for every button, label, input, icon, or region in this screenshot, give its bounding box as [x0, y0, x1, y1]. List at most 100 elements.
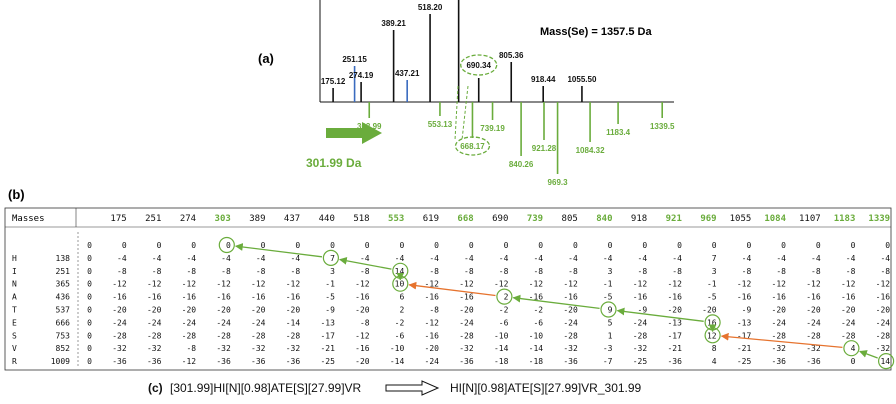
- matrix-cell: 0: [608, 241, 613, 250]
- matrix-cell: -8: [360, 267, 370, 276]
- matrix-cell: 0: [851, 241, 856, 250]
- matrix-cell: -12: [355, 331, 370, 340]
- cell-group: 0 0 0 0 0 0 0 0 0 0 0 0 0 0 0 0 0 0 0 0 0 0 0 0 0 -4 -4 -4 -4 -4 -4 7 -4…: [87, 241, 890, 366]
- matrix-cell: -4: [186, 254, 196, 263]
- matrix-cell: -32: [633, 344, 648, 353]
- matrix-cell: -1: [707, 280, 717, 289]
- row-amino-acid: H: [12, 254, 17, 263]
- matrix-cell: 0: [504, 241, 509, 250]
- mass-header-cell: 251: [145, 214, 161, 224]
- matrix-cell: -1: [603, 280, 613, 289]
- matrix-cell: -36: [772, 357, 787, 366]
- top-peak-label: 690.34: [466, 61, 491, 70]
- green-path-segment: [338, 256, 392, 270]
- matrix-cell: -12: [425, 318, 440, 327]
- dashed-peak-circle: [460, 54, 498, 76]
- bottom-peak-label: 921.28: [532, 144, 557, 153]
- matrix-cell: -28: [633, 331, 648, 340]
- green-path-segment: [234, 243, 323, 258]
- output-sequence: HI[N][0.98]ATE[S][27.99]VR_301.99: [450, 381, 642, 395]
- matrix-cell: -20: [147, 306, 162, 315]
- matrix-cell: -12: [806, 280, 821, 289]
- matrix-cell: -20: [216, 306, 231, 315]
- row-label-group: H 138 I 251 N 365 A 436 T 537 E 666 S 753 V 852 R 1009: [12, 254, 70, 366]
- matrix-cell: -10: [494, 331, 509, 340]
- matrix-cell: -16: [286, 293, 301, 302]
- matrix-cell: -16: [737, 293, 752, 302]
- masses-header: Masses: [12, 214, 45, 224]
- matrix-cell: -16: [425, 331, 440, 340]
- matrix-cell: -8: [568, 267, 578, 276]
- matrix-cell: -28: [841, 331, 856, 340]
- matrix-cell: 14: [880, 357, 890, 366]
- matrix-cell: -20: [459, 306, 474, 315]
- matrix-cell: -4: [360, 254, 370, 263]
- matrix-cell: -32: [459, 344, 474, 353]
- matrix-cell: -25: [737, 357, 752, 366]
- shift-arrow: [326, 122, 382, 144]
- matrix-cell: -5: [707, 293, 717, 302]
- panel-c-label: (c): [148, 381, 163, 395]
- bottom-peak-label: 553.13: [428, 120, 453, 129]
- orange-path-segment: [720, 332, 843, 349]
- path-cell-circle: [392, 262, 409, 279]
- matrix-cell: -12: [355, 280, 370, 289]
- row-amino-acid: I: [12, 267, 17, 276]
- mass-header-cell: 619: [423, 214, 439, 224]
- matrix-cell: 0: [87, 331, 92, 340]
- matrix-cell: -24: [806, 318, 821, 327]
- mass-header-cell: 668: [457, 214, 473, 224]
- dashed-connector-2: [461, 85, 469, 141]
- matrix-cell: -12: [633, 280, 648, 289]
- matrix-cell: 0: [330, 241, 335, 250]
- matrix-cell: 0: [712, 241, 717, 250]
- green-path-segment: [512, 294, 600, 310]
- matrix-cell: 9: [608, 306, 613, 315]
- top-peak-label: 175.12: [321, 77, 346, 86]
- matrix-frame: [4, 207, 892, 371]
- matrix-cell: -21: [667, 344, 682, 353]
- bottom-peak-label: 1183.4: [606, 128, 631, 137]
- matrix-cell: 12: [707, 331, 717, 340]
- matrix-cell: -12: [667, 280, 682, 289]
- matrix-cell: -24: [563, 318, 578, 327]
- shift-label: 301.99 Da: [306, 156, 362, 170]
- path-cell-circle: [496, 288, 513, 305]
- matrix-cell: 8: [712, 344, 717, 353]
- bottom-peak-label: 1084.32: [576, 146, 605, 155]
- matrix-cell: -24: [147, 318, 162, 327]
- matrix-cell: -16: [841, 293, 856, 302]
- matrix-cell: -8: [186, 344, 196, 353]
- matrix-cell: -14: [494, 344, 509, 353]
- matrix-cell: -20: [772, 306, 787, 315]
- matrix-cell: -24: [772, 318, 787, 327]
- matrix-cell: -14: [390, 357, 405, 366]
- matrix-cell: -12: [772, 280, 787, 289]
- path-cell-circle: [322, 249, 339, 266]
- row-mass: 138: [56, 254, 71, 263]
- matrix-cell: -28: [876, 331, 891, 340]
- matrix-cell: -32: [147, 344, 162, 353]
- top-peak-label: 1055.50: [567, 75, 596, 84]
- matrix-cell: -4: [742, 254, 752, 263]
- matrix-cell: 0: [677, 241, 682, 250]
- bottom-peak-label: 739.19: [480, 124, 505, 133]
- mass-header-cell: 440: [319, 214, 335, 224]
- matrix-cell: -4: [533, 254, 543, 263]
- path-group: [234, 243, 878, 359]
- matrix-cell: -36: [147, 357, 162, 366]
- matrix-cell: -12: [182, 357, 197, 366]
- matrix-cell: -8: [846, 267, 856, 276]
- matrix-cell: -4: [117, 254, 127, 263]
- mass-header-cell: 1107: [799, 214, 821, 224]
- row-amino-acid: T: [12, 306, 17, 315]
- matrix-cell: -16: [251, 293, 266, 302]
- matrix-cell: -16: [772, 293, 787, 302]
- matrix-cell: -4: [152, 254, 162, 263]
- matrix-cell: -21: [320, 344, 335, 353]
- matrix-cell: -16: [216, 293, 231, 302]
- matrix-cell: -28: [563, 331, 578, 340]
- mass-header-cell: 553: [388, 214, 404, 224]
- matrix-cell: 0: [87, 241, 92, 250]
- matrix-cell: 0: [87, 254, 92, 263]
